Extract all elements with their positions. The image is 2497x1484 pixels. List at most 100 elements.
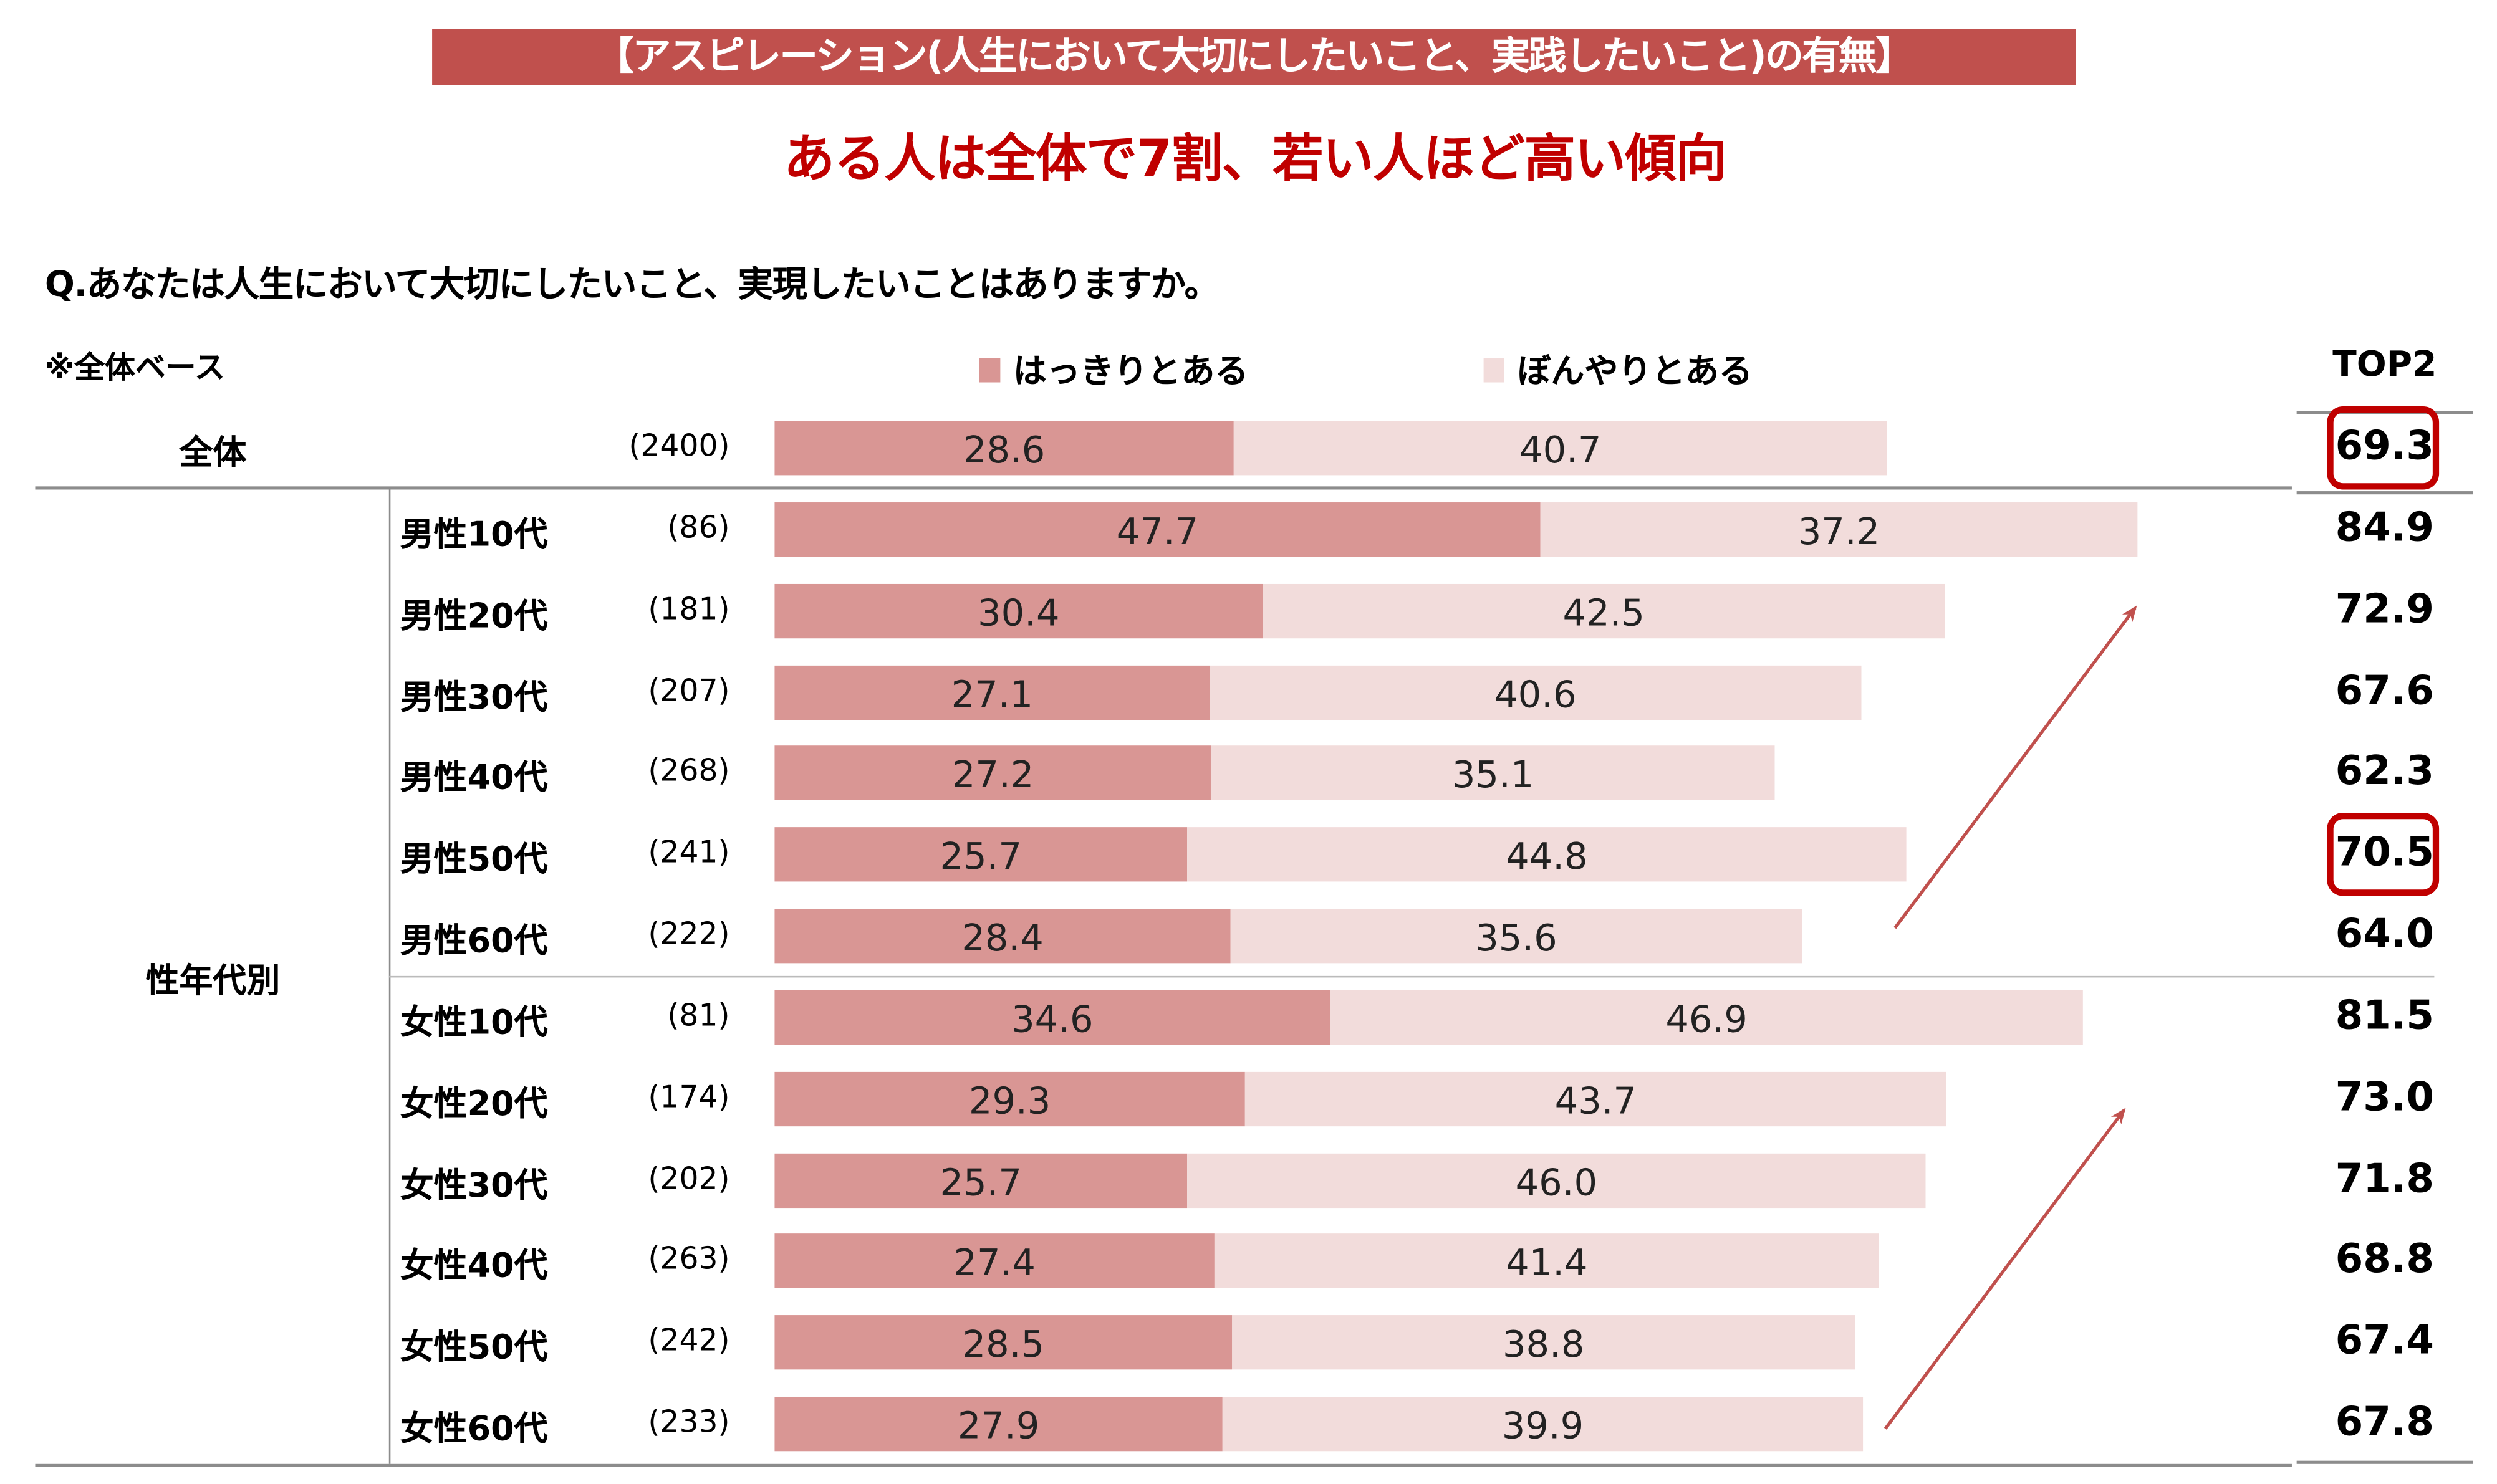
legend-clear: はっきりとある: [979, 345, 1248, 393]
bar-clear: [774, 1315, 1233, 1370]
sample-size: (2400): [628, 428, 730, 464]
bar-vague: [1244, 1071, 1946, 1127]
top2-value: 67.8: [2335, 1398, 2435, 1445]
bar-value-label: 46.9: [1665, 998, 1747, 1041]
bar-value-label: 47.7: [1117, 510, 1198, 553]
highlight-box: [2327, 406, 2440, 490]
top2-total-line: [2296, 491, 2473, 495]
total-separator-line: [35, 486, 2292, 490]
bar-value-label: 44.8: [1506, 835, 1587, 878]
bar-value-label: 29.3: [969, 1079, 1051, 1123]
bar-value-label: 27.9: [958, 1404, 1039, 1447]
row-label: 男性40代: [400, 758, 548, 797]
row-label: 男性60代: [400, 921, 548, 960]
legend-label-clear: はっきりとある: [1013, 352, 1249, 391]
sample-size: (81): [667, 998, 730, 1034]
top2-value: 73.0: [2335, 1073, 2435, 1120]
bar-clear: [774, 1153, 1188, 1209]
top2-value: 64.0: [2335, 910, 2435, 957]
bar-value-label: 37.2: [1798, 510, 1880, 553]
row-label: 女性50代: [400, 1328, 548, 1367]
bar-value-label: 27.4: [953, 1241, 1035, 1284]
bar-vague: [1330, 990, 2083, 1045]
highlight-box: [2327, 813, 2440, 896]
top2-value: 70.5: [2335, 828, 2435, 876]
row-label: 女性20代: [400, 1084, 548, 1124]
bar-clear: [774, 1071, 1245, 1127]
bar-vague: [1211, 745, 1775, 800]
bar-value-label: 27.2: [952, 753, 1034, 796]
bar-value-label: 25.7: [940, 835, 1022, 878]
bottom-line: [35, 1463, 2292, 1467]
top2-value: 68.8: [2335, 1235, 2435, 1282]
bar-clear: [774, 665, 1210, 720]
sample-size: (233): [648, 1404, 730, 1440]
row-label: 女性10代: [400, 1003, 548, 1042]
bar-value-label: 35.6: [1475, 916, 1557, 959]
bar-value-label: 42.5: [1563, 591, 1645, 634]
bar-value-label: 38.8: [1503, 1323, 1584, 1366]
legend-label-vague: ぼんやりとある: [1517, 352, 1753, 391]
top2-value: 71.8: [2335, 1155, 2435, 1202]
bar-clear: [774, 1396, 1223, 1452]
top2-value: 84.9: [2335, 504, 2435, 551]
row-label: 男性10代: [400, 515, 548, 554]
top2-header: TOP2: [2332, 345, 2437, 386]
bar-clear: [774, 990, 1330, 1045]
top2-value: 72.9: [2335, 585, 2435, 632]
bar-vague: [1233, 421, 1887, 476]
bar-value-label: 35.1: [1452, 753, 1534, 796]
row-label: 全体: [179, 433, 247, 472]
question-text: Q.あなたは人生において大切にしたいこと、実現したいことはありますか。: [44, 266, 1220, 306]
bar-value-label: 39.9: [1502, 1404, 1584, 1447]
row-label: 男性30代: [400, 678, 548, 717]
bar-clear: [774, 827, 1188, 882]
group-label: 性年代別: [145, 961, 281, 1000]
top2-bottom-line: [2296, 1460, 2473, 1464]
bar-clear: [774, 1233, 1215, 1288]
bar-vague: [1263, 583, 1945, 639]
bar-vague: [1540, 502, 2138, 557]
top2-value: 62.3: [2335, 747, 2435, 794]
bar-value-label: 28.5: [963, 1323, 1044, 1366]
top2-value: 81.5: [2335, 992, 2435, 1038]
sample-size: (222): [648, 916, 730, 952]
bar-clear: [774, 583, 1263, 639]
sample-size: (202): [648, 1161, 730, 1197]
bar-clear: [774, 502, 1541, 557]
group-vertical-line: [388, 487, 391, 1464]
bar-value-label: 40.7: [1519, 428, 1601, 471]
gender-separator-line: [388, 975, 2435, 978]
bar-vague: [1210, 665, 1862, 720]
sample-size: (207): [648, 673, 730, 709]
row-label: 男性20代: [400, 596, 548, 636]
row-label: 女性60代: [400, 1409, 548, 1448]
bar-value-label: 25.7: [940, 1161, 1022, 1204]
subtitle: ある人は全体で7割、若い人ほど高い傾向: [783, 128, 1727, 189]
sample-size: (263): [648, 1241, 730, 1277]
row-label: 女性40代: [400, 1246, 548, 1285]
top2-value: 69.3: [2335, 422, 2435, 469]
trend-arrow-female: [1884, 1108, 2126, 1430]
sample-size: (181): [648, 591, 730, 628]
legend-vague: ぼんやりとある: [1483, 345, 1753, 393]
bar-vague: [1222, 1396, 1864, 1452]
base-note: ※全体ベース: [44, 350, 225, 386]
bar-vague: [1187, 1153, 1926, 1209]
bar-clear: [774, 421, 1234, 476]
legend-swatch-vague: [1483, 357, 1504, 382]
bar-vague: [1230, 909, 1802, 964]
legend-swatch-clear: [979, 357, 1001, 382]
bar-value-label: 46.0: [1516, 1161, 1597, 1204]
bar-vague: [1232, 1315, 1855, 1370]
sample-size: (268): [648, 754, 730, 789]
bar-value-label: 27.1: [951, 673, 1033, 716]
sample-size: (86): [667, 510, 730, 546]
bar-vague: [1187, 827, 1907, 882]
top2-value: 67.6: [2335, 667, 2435, 714]
sample-size: (174): [648, 1079, 730, 1116]
bar-clear: [774, 745, 1211, 800]
row-label: 男性50代: [400, 840, 548, 879]
